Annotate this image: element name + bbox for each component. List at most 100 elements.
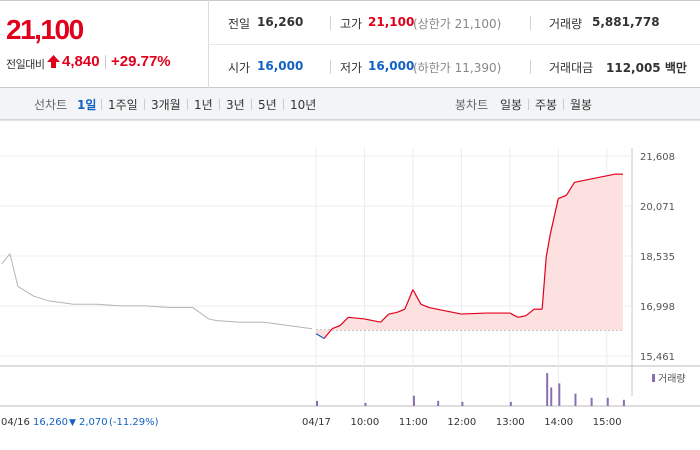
volume-bar <box>622 399 625 406</box>
low-value: 16,000 <box>368 59 415 73</box>
up-arrow-icon <box>47 55 60 68</box>
tab-daily[interactable]: 일봉 <box>500 98 523 112</box>
volume-legend: 거래량 <box>658 373 686 385</box>
amount-label: 거래대금 <box>549 61 594 75</box>
open-label: 시가 <box>228 61 251 75</box>
change-amount: 4,840 <box>62 53 100 70</box>
chart-tab-bar <box>0 88 700 120</box>
divider <box>144 99 145 110</box>
today-line-segment <box>348 316 365 320</box>
volume-bar <box>437 400 440 406</box>
x-tick-label: 13:00 <box>496 417 525 428</box>
y-tick-label: 16,998 <box>640 302 675 313</box>
change-label: 전일대비 <box>6 58 45 71</box>
volume-bar <box>316 400 318 406</box>
down-arrow-icon: ▼ <box>69 418 76 428</box>
volume-label: 거래량 <box>549 17 583 31</box>
tab-3m[interactable]: 3개월 <box>151 98 181 112</box>
today-line-segment <box>412 289 422 305</box>
today-line-segment <box>380 313 390 323</box>
x-tick-label: 04/17 <box>302 417 331 428</box>
tab-1d[interactable]: 1일 <box>77 98 97 112</box>
today-series <box>315 173 623 339</box>
high-label: 고가 <box>340 17 363 31</box>
divider <box>528 99 529 110</box>
divider <box>530 16 531 30</box>
today-line-segment <box>565 181 575 196</box>
volume-bar <box>550 387 553 406</box>
tab-1w[interactable]: 1주일 <box>108 98 138 112</box>
volume-bar <box>590 397 593 406</box>
today-line-segment <box>445 310 462 315</box>
today-line-segment <box>517 315 527 318</box>
y-axis: 21,608 20,071 18,535 16,998 15,461 <box>640 152 675 363</box>
volume-legend-swatch <box>652 374 655 382</box>
divider <box>283 99 284 110</box>
volume-bar <box>558 383 561 406</box>
volume-bar <box>412 395 415 406</box>
today-line-segment <box>388 311 397 315</box>
intraday-price-chart: 21,608 20,071 18,535 16,998 15,461 04/17 10:0… <box>0 120 700 450</box>
y-tick-label: 18,535 <box>640 252 675 263</box>
upper-limit: (상한가 21,100) <box>413 17 502 31</box>
low-label: 저가 <box>340 61 363 75</box>
prev-day-change-pct: (-11.29%) <box>109 417 159 428</box>
x-tick-label: 14:00 <box>544 417 573 428</box>
tab-weekly[interactable]: 주봉 <box>535 98 558 112</box>
volume-bars <box>316 373 625 406</box>
x-tick-label: 10:00 <box>350 417 379 428</box>
change-percent: +29.77% <box>111 53 171 70</box>
today-line-segment <box>525 308 535 317</box>
high-value: 21,100 <box>368 15 415 29</box>
line-chart-label: 선차트 <box>34 98 68 112</box>
tab-monthly[interactable]: 월봉 <box>570 98 593 112</box>
today-line-segment <box>461 312 486 315</box>
today-line-segment <box>331 324 341 330</box>
volume-bar <box>461 401 464 406</box>
y-tick-label: 20,071 <box>640 202 675 213</box>
quote-header <box>0 0 700 88</box>
volume-value: 5,881,778 <box>592 15 660 29</box>
today-line-segment <box>323 328 333 339</box>
divider <box>219 99 220 110</box>
prev-close-label: 전일 <box>228 17 251 31</box>
today-line-segment <box>509 312 519 318</box>
today-line-segment <box>545 234 551 258</box>
today-line-segment <box>404 289 414 310</box>
tab-3y[interactable]: 3년 <box>226 98 245 112</box>
today-line-segment <box>606 173 615 177</box>
prev-close-value: 16,260 <box>257 15 304 29</box>
x-tick-label: 12:00 <box>447 417 476 428</box>
y-tick-label: 15,461 <box>640 352 675 363</box>
amount-value: 112,005 백만 <box>606 61 687 75</box>
divider <box>563 99 564 110</box>
divider <box>101 99 102 110</box>
today-area-fill <box>316 174 623 339</box>
today-line-segment <box>364 318 381 323</box>
today-line-segment <box>420 303 430 309</box>
tab-5y[interactable]: 5년 <box>258 98 277 112</box>
today-line-segment <box>396 308 406 313</box>
today-line-segment <box>428 306 446 312</box>
x-axis: 04/17 10:00 11:00 12:00 13:00 14:00 15:00 <box>302 417 622 428</box>
today-line-segment <box>541 257 547 310</box>
today-line-segment <box>549 198 559 235</box>
today-line-segment <box>339 316 349 326</box>
prev-day-line <box>1 252 313 330</box>
divider <box>330 16 331 30</box>
volume-bar <box>546 373 549 406</box>
prev-day-close: 16,260 <box>33 417 68 428</box>
today-line-segment <box>574 178 591 183</box>
prev-day-change: 2,070 <box>79 417 108 428</box>
lower-limit: (하한가 11,390) <box>413 61 502 75</box>
divider <box>251 99 252 110</box>
volume-bar <box>606 397 609 406</box>
divider <box>208 44 700 45</box>
tab-1y[interactable]: 1년 <box>194 98 213 112</box>
candle-chart-label: 봉차트 <box>455 98 489 112</box>
open-value: 16,000 <box>257 59 304 73</box>
today-line-segment <box>590 175 607 180</box>
tab-10y[interactable]: 10년 <box>290 98 317 112</box>
divider <box>105 55 106 69</box>
prev-day-series <box>1 252 313 330</box>
